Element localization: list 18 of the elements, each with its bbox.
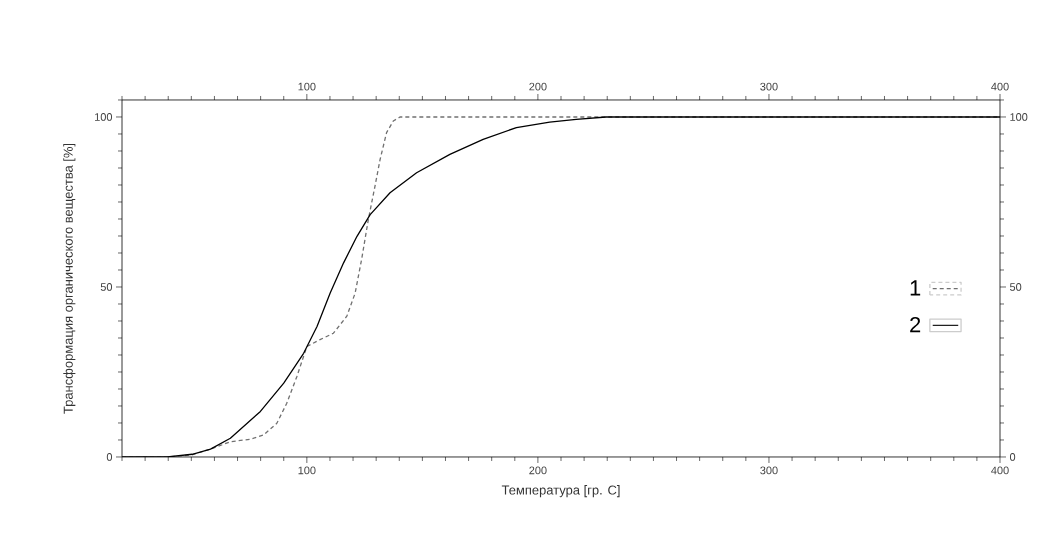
x-tick-label: 400 [991,82,1009,91]
y-tick-label: 0 [106,453,113,461]
y2-tick-label: 50 [1009,283,1022,291]
x2-tick-label: 300 [760,466,778,475]
x-tick-label: 200 [529,82,547,91]
x-tick-label: 300 [760,82,778,91]
y-tick-label: 100 [95,113,113,121]
x2-tick-label: 100 [298,466,316,475]
legend-label: 2 [910,316,921,333]
x-axis-title: Температура [гр. C] [501,485,620,498]
y2-tick-label: 0 [1009,453,1016,461]
x2-tick-label: 200 [529,466,547,475]
x-tick-label: 100 [298,82,316,91]
y2-tick-label: 100 [1010,113,1028,121]
legend-label: 1 [910,280,921,296]
y-axis-title: Трансформация органического вещества [%] [63,143,76,414]
y-tick-label: 50 [100,283,113,291]
x2-tick-label: 400 [991,466,1009,475]
